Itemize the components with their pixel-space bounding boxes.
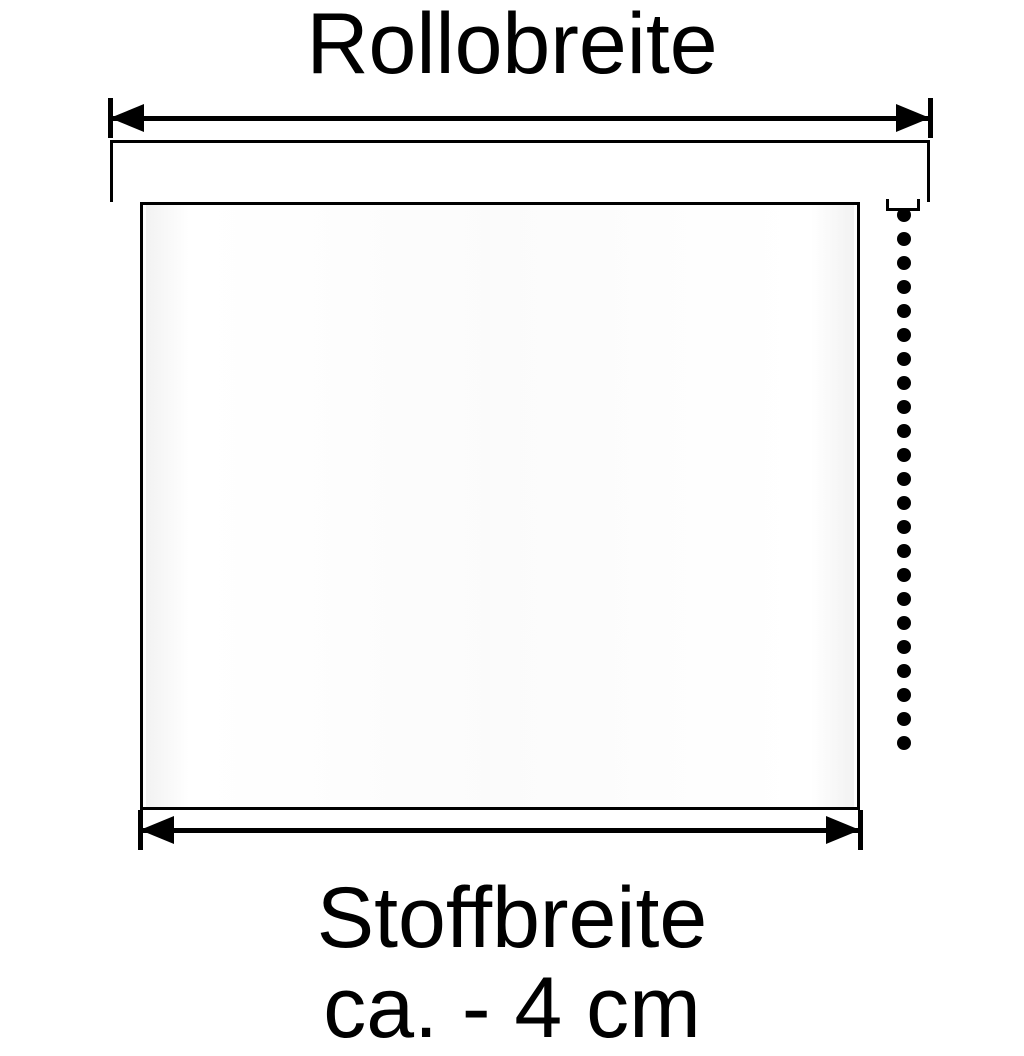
bead-chain xyxy=(897,208,911,760)
bead xyxy=(897,400,911,414)
bead xyxy=(897,208,911,222)
bead xyxy=(897,328,911,342)
bead xyxy=(897,376,911,390)
blind-cassette xyxy=(110,140,930,202)
dim-top-tick-right xyxy=(928,98,933,138)
fabric-shade-right xyxy=(811,205,854,807)
label-rollobreite: Rollobreite xyxy=(0,0,1024,89)
dim-bot-arrow-right xyxy=(826,816,860,844)
dim-bot-line xyxy=(140,828,860,833)
bead xyxy=(897,472,911,486)
bead xyxy=(897,424,911,438)
dim-top-arrow-left xyxy=(110,104,144,132)
label-stoffbreite: Stoffbreite ca. - 4 cm xyxy=(0,873,1024,1054)
bead xyxy=(897,520,911,534)
dim-top-tick-left xyxy=(108,98,113,138)
bead xyxy=(897,688,911,702)
bead xyxy=(897,256,911,270)
blind-fabric xyxy=(140,202,860,810)
dim-top-arrow-right xyxy=(896,104,930,132)
fabric-shade-left xyxy=(146,205,189,807)
bead xyxy=(897,616,911,630)
bead xyxy=(897,232,911,246)
bead xyxy=(897,568,911,582)
bead xyxy=(897,496,911,510)
dim-top-line xyxy=(110,116,930,121)
bead xyxy=(897,352,911,366)
bead xyxy=(897,448,911,462)
dim-bot-arrow-left xyxy=(140,816,174,844)
bead xyxy=(897,304,911,318)
bead xyxy=(897,280,911,294)
bead xyxy=(897,712,911,726)
bead xyxy=(897,664,911,678)
bead xyxy=(897,736,911,750)
bead xyxy=(897,544,911,558)
dim-bot-tick-right xyxy=(858,810,863,850)
bead xyxy=(897,592,911,606)
dim-bot-tick-left xyxy=(138,810,143,850)
bead xyxy=(897,640,911,654)
diagram-canvas: Rollobreite Stoffbreite ca. - 4 cm xyxy=(0,0,1024,1024)
